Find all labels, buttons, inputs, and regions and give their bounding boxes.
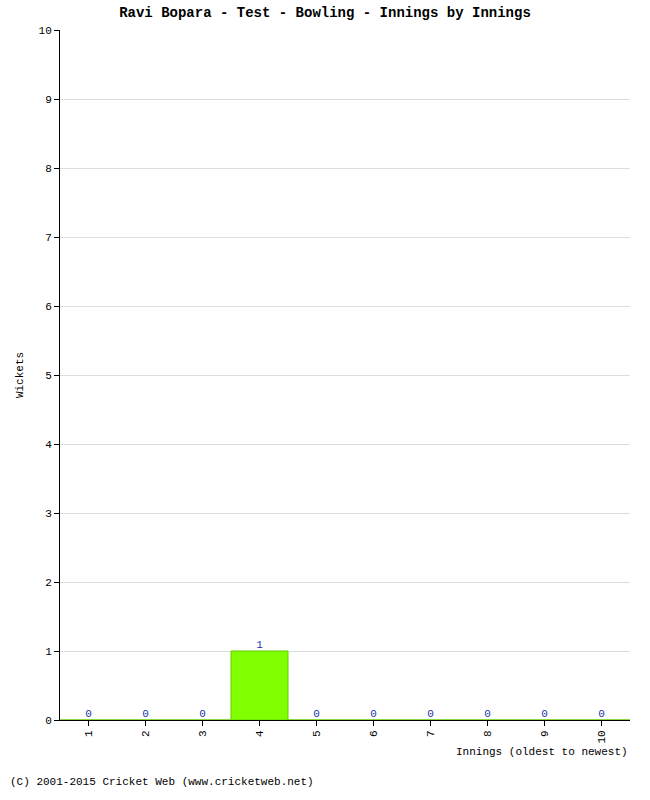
svg-text:3: 3 bbox=[197, 730, 209, 737]
svg-text:0: 0 bbox=[370, 708, 377, 720]
svg-text:1: 1 bbox=[83, 730, 95, 737]
svg-text:0: 0 bbox=[541, 708, 548, 720]
svg-text:2: 2 bbox=[140, 730, 152, 737]
svg-text:1: 1 bbox=[45, 646, 52, 658]
svg-text:Wickets: Wickets bbox=[14, 352, 26, 398]
svg-text:4: 4 bbox=[45, 439, 52, 451]
svg-text:(C) 2001-2015 Cricket Web (www: (C) 2001-2015 Cricket Web (www.cricketwe… bbox=[10, 776, 314, 788]
svg-text:4: 4 bbox=[254, 730, 266, 737]
svg-text:10: 10 bbox=[39, 25, 52, 37]
svg-text:1: 1 bbox=[256, 639, 263, 651]
svg-text:0: 0 bbox=[45, 715, 52, 727]
svg-text:0: 0 bbox=[484, 708, 491, 720]
svg-text:2: 2 bbox=[45, 577, 52, 589]
svg-text:7: 7 bbox=[425, 730, 437, 737]
svg-text:Innings (oldest to newest): Innings (oldest to newest) bbox=[456, 746, 628, 758]
svg-text:0: 0 bbox=[427, 708, 434, 720]
svg-text:8: 8 bbox=[45, 163, 52, 175]
svg-text:10: 10 bbox=[596, 730, 608, 743]
svg-text:5: 5 bbox=[45, 370, 52, 382]
svg-text:5: 5 bbox=[311, 730, 323, 737]
svg-text:3: 3 bbox=[45, 508, 52, 520]
svg-text:9: 9 bbox=[45, 94, 52, 106]
svg-text:7: 7 bbox=[45, 232, 52, 244]
svg-text:0: 0 bbox=[313, 708, 320, 720]
svg-text:8: 8 bbox=[482, 730, 494, 737]
svg-text:0: 0 bbox=[199, 708, 206, 720]
svg-text:6: 6 bbox=[45, 301, 52, 313]
svg-text:0: 0 bbox=[142, 708, 149, 720]
svg-text:6: 6 bbox=[368, 730, 380, 737]
svg-text:Ravi Bopara - Test - Bowling -: Ravi Bopara - Test - Bowling - Innings b… bbox=[119, 5, 531, 21]
svg-text:9: 9 bbox=[539, 730, 551, 737]
svg-text:0: 0 bbox=[598, 708, 605, 720]
svg-text:0: 0 bbox=[85, 708, 92, 720]
